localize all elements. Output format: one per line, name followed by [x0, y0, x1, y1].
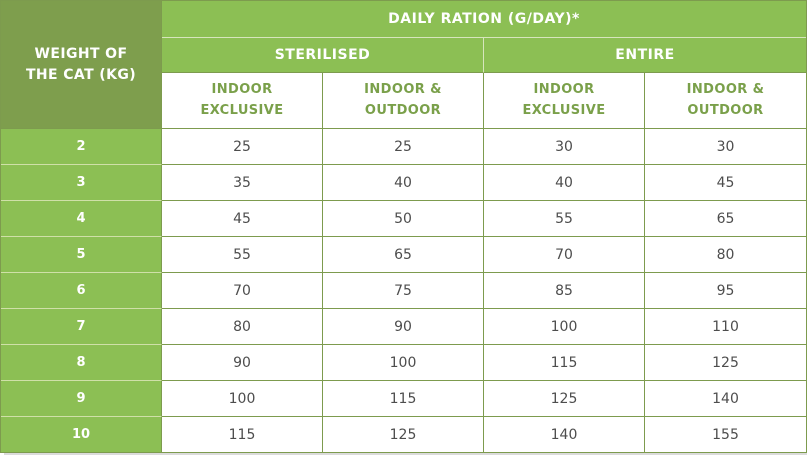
- ration-cell: 35: [162, 165, 323, 201]
- weight-cell: 9: [1, 381, 162, 417]
- group-header-entire: ENTIRE: [484, 38, 806, 73]
- table-row: 2 25 25 30 30: [1, 129, 806, 165]
- weight-cell: 7: [1, 309, 162, 345]
- ration-cell: 115: [484, 345, 645, 381]
- weight-cell: 3: [1, 165, 162, 201]
- table-row: 4 45 50 55 65: [1, 201, 806, 237]
- daily-ration-header: DAILY RATION (G/DAY)*: [162, 1, 806, 38]
- subheader-line: INDOOR: [211, 82, 273, 98]
- ration-cell: 65: [645, 201, 806, 237]
- ration-cell: 125: [323, 417, 484, 452]
- subheader-line: INDOOR &: [364, 82, 442, 98]
- ration-cell: 30: [484, 129, 645, 165]
- ration-cell: 125: [645, 345, 806, 381]
- table-row: 10 115 125 140 155: [1, 417, 806, 452]
- ration-cell: 95: [645, 273, 806, 309]
- table-row: 6 70 75 85 95: [1, 273, 806, 309]
- ration-cell: 55: [484, 201, 645, 237]
- ration-cell: 100: [162, 381, 323, 417]
- weight-header-cell: WEIGHT OF THE CAT (KG): [1, 1, 162, 129]
- ration-cell: 115: [162, 417, 323, 452]
- ration-cell: 40: [484, 165, 645, 201]
- ration-cell: 65: [323, 237, 484, 273]
- table-row: 9 100 115 125 140: [1, 381, 806, 417]
- subheader-entire-indoor: INDOOR EXCLUSIVE: [484, 73, 645, 129]
- subheader-line: INDOOR &: [686, 82, 765, 98]
- ration-cell: 115: [323, 381, 484, 417]
- ration-cell: 125: [484, 381, 645, 417]
- ration-cell: 90: [162, 345, 323, 381]
- weight-cell: 6: [1, 273, 162, 309]
- table-shadow: [4, 453, 807, 455]
- weight-header-line1: WEIGHT OF: [34, 46, 128, 63]
- ration-cell: 45: [645, 165, 806, 201]
- subheader-line: EXCLUSIVE: [200, 102, 284, 118]
- ration-cell: 100: [323, 345, 484, 381]
- ration-cell: 80: [645, 237, 806, 273]
- ration-cell: 155: [645, 417, 806, 452]
- ration-cell: 50: [323, 201, 484, 237]
- weight-cell: 10: [1, 417, 162, 452]
- ration-cell: 85: [484, 273, 645, 309]
- subheader-line: OUTDOOR: [364, 102, 442, 118]
- group-header-sterilised: STERILISED: [162, 38, 484, 73]
- table-body: 2 25 25 30 30 3 35 40 40 45 4 45 50 55 65 5 55 65 70 80 6 70 7…: [1, 129, 806, 452]
- table-row: 3 35 40 40 45: [1, 165, 806, 201]
- header-row-subs: INDOOR EXCLUSIVE INDOOR & OUTDOOR INDOOR…: [1, 73, 806, 129]
- subheader-line: OUTDOOR: [687, 102, 764, 118]
- weight-header-line2: THE CAT (KG): [25, 66, 137, 83]
- ration-cell: 100: [484, 309, 645, 345]
- ration-cell: 70: [484, 237, 645, 273]
- ration-cell: 90: [323, 309, 484, 345]
- subheader-sterilised-indoor: INDOOR EXCLUSIVE: [162, 73, 323, 129]
- table-row: 7 80 90 100 110: [1, 309, 806, 345]
- weight-cell: 8: [1, 345, 162, 381]
- subheader-sterilised-outdoor: INDOOR & OUTDOOR: [323, 73, 484, 129]
- subheader-line: INDOOR: [533, 82, 595, 98]
- ration-cell: 80: [162, 309, 323, 345]
- ration-cell: 25: [323, 129, 484, 165]
- table-header: WEIGHT OF THE CAT (KG) DAILY RATION (G/D…: [1, 1, 806, 129]
- subheader-entire-outdoor: INDOOR & OUTDOOR: [645, 73, 806, 129]
- weight-cell: 5: [1, 237, 162, 273]
- ration-cell: 140: [645, 381, 806, 417]
- subheader-line: EXCLUSIVE: [522, 102, 606, 118]
- ration-cell: 110: [645, 309, 806, 345]
- header-row-groups: STERILISED ENTIRE: [1, 38, 806, 73]
- ration-cell: 140: [484, 417, 645, 452]
- header-row-title: WEIGHT OF THE CAT (KG) DAILY RATION (G/D…: [1, 1, 806, 129]
- weight-cell: 4: [1, 201, 162, 237]
- table-row: 5 55 65 70 80: [1, 237, 806, 273]
- table-row: 8 90 100 115 125: [1, 345, 806, 381]
- ration-cell: 55: [162, 237, 323, 273]
- ration-cell: 25: [162, 129, 323, 165]
- ration-cell: 75: [323, 273, 484, 309]
- weight-cell: 2: [1, 129, 162, 165]
- ration-cell: 70: [162, 273, 323, 309]
- ration-cell: 30: [645, 129, 806, 165]
- ration-cell: 40: [323, 165, 484, 201]
- ration-cell: 45: [162, 201, 323, 237]
